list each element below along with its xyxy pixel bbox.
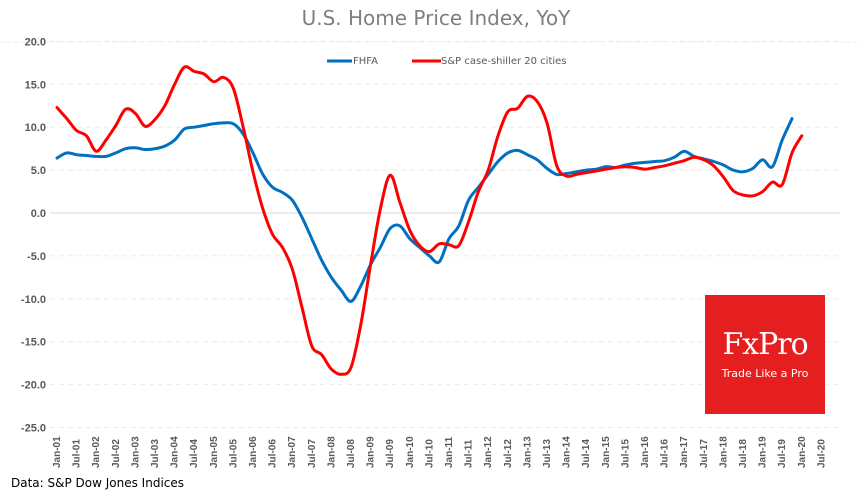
x-tick-label: Jul-02 bbox=[111, 439, 122, 468]
x-tick-label: Jul-14 bbox=[581, 439, 592, 468]
x-tick-label: Jul-01 bbox=[72, 439, 83, 468]
legend-label-sp: S&P case-shiller 20 cities bbox=[441, 56, 567, 67]
series-group bbox=[55, 65, 804, 376]
series-line-sp-case-shiller bbox=[55, 65, 804, 376]
x-tick-label: Jan-02 bbox=[91, 436, 102, 468]
x-tick-label: Jan-01 bbox=[52, 436, 63, 468]
x-tick-label: Jul-08 bbox=[346, 439, 357, 468]
x-tick-label: Jan-13 bbox=[522, 436, 533, 468]
x-tick-label: Jan-11 bbox=[444, 436, 455, 468]
y-tick-label: 20.0 bbox=[25, 36, 46, 48]
y-tick-label: -5.0 bbox=[27, 251, 46, 263]
y-tick-label: 0.0 bbox=[31, 208, 46, 220]
x-tick-label: Jan-03 bbox=[130, 436, 141, 468]
x-tick-label: Jan-18 bbox=[718, 436, 729, 468]
y-tick-label: -20.0 bbox=[21, 380, 46, 392]
x-tick-label: Jan-04 bbox=[170, 436, 181, 468]
x-tick-label: Jul-15 bbox=[620, 439, 631, 468]
x-tick-label: Jul-10 bbox=[424, 439, 435, 468]
legend-label-fhfa: FHFA bbox=[353, 56, 378, 67]
x-tick-label: Jul-07 bbox=[307, 439, 318, 468]
x-tick-label: Jan-14 bbox=[562, 436, 573, 468]
x-tick-label: Jul-13 bbox=[542, 439, 553, 468]
chart-title: U.S. Home Price Index, YoY bbox=[302, 6, 572, 30]
x-tick-label: Jul-16 bbox=[660, 439, 671, 468]
legend: FHFA S&P case-shiller 20 cities bbox=[327, 56, 567, 67]
x-tick-label: Jan-20 bbox=[797, 436, 808, 468]
x-tick-label: Jan-12 bbox=[483, 436, 494, 468]
x-tick-label: Jul-18 bbox=[738, 439, 749, 468]
x-tick-label: Jan-08 bbox=[326, 436, 337, 468]
source-note: Data: S&P Dow Jones Indices bbox=[11, 476, 185, 490]
fxpro-logo: FxPro Trade Like a Pro bbox=[705, 295, 825, 414]
y-tick-label: -15.0 bbox=[21, 337, 46, 349]
x-tick-label: Jan-16 bbox=[640, 436, 651, 468]
logo-name: FxPro bbox=[722, 327, 808, 362]
x-tick-label: Jul-11 bbox=[464, 439, 475, 468]
x-tick-label: Jul-19 bbox=[777, 439, 788, 468]
y-tick-label: 10.0 bbox=[25, 122, 46, 134]
series-line-fhfa bbox=[55, 117, 794, 303]
y-tick-label: 5.0 bbox=[31, 165, 46, 177]
x-tick-label: Jul-04 bbox=[189, 439, 200, 468]
x-tick-label: Jul-12 bbox=[503, 439, 514, 468]
x-tick-label: Jan-17 bbox=[679, 436, 690, 468]
x-tick-label: Jul-09 bbox=[385, 439, 396, 468]
x-tick-label: Jul-06 bbox=[268, 439, 279, 468]
x-tick-label: Jul-17 bbox=[699, 439, 710, 468]
x-tick-label: Jan-06 bbox=[248, 436, 259, 468]
x-axis: Jan-01 Jul-01 Jan-02 Jul-02 Jan-03 Jul-03 Jan-… bbox=[52, 436, 827, 468]
x-tick-label: Jul-20 bbox=[816, 439, 827, 468]
x-tick-label: Jul-03 bbox=[150, 439, 161, 468]
logo-tagline: Trade Like a Pro bbox=[721, 367, 809, 380]
y-tick-label: -10.0 bbox=[21, 294, 46, 306]
x-tick-label: Jan-15 bbox=[601, 436, 612, 468]
x-tick-label: Jan-05 bbox=[209, 436, 220, 468]
y-axis: 20.0 15.0 10.0 5.0 0.0 -5.0 -10.0 -15.0 -20.0 -25… bbox=[21, 36, 46, 434]
x-tick-label: Jan-10 bbox=[405, 436, 416, 468]
x-tick-label: Jan-07 bbox=[287, 436, 298, 468]
y-tick-label: 15.0 bbox=[25, 79, 46, 91]
x-tick-label: Jul-05 bbox=[228, 439, 239, 468]
x-tick-label: Jan-09 bbox=[366, 436, 377, 468]
y-tick-label: -25.0 bbox=[21, 423, 46, 435]
x-tick-label: Jan-19 bbox=[758, 436, 769, 468]
